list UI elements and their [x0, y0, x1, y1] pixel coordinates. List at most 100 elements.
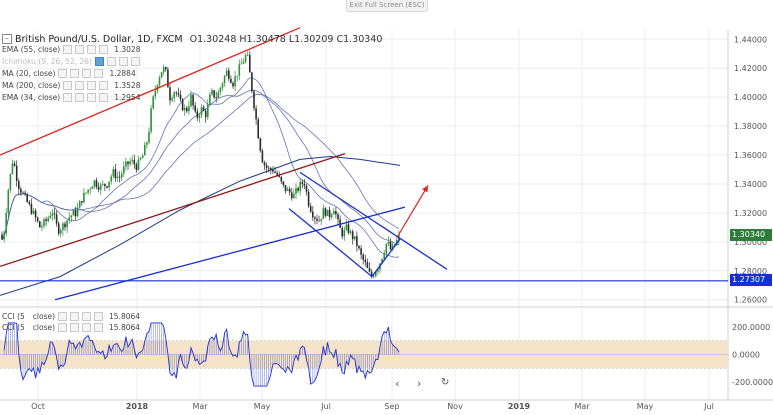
candle-body [43, 219, 45, 227]
more-icon[interactable] [94, 69, 104, 78]
eye-icon[interactable] [58, 323, 68, 332]
indicator-ma20[interactable]: MA (20, close) 1.2884 [2, 68, 136, 79]
x-tick-label: Sep [384, 402, 399, 411]
candle-body [326, 209, 329, 216]
candle-body [242, 61, 245, 64]
candle-body [387, 241, 390, 244]
close-icon[interactable] [82, 69, 92, 78]
candle-body [335, 211, 337, 215]
indicator-ema34[interactable]: EMA (34, close) 1.2954 [2, 92, 140, 103]
settings-icon[interactable] [75, 93, 85, 102]
candle-body [131, 159, 133, 162]
indicator-ema55[interactable]: EMA (55, close) 1.3028 [2, 44, 140, 55]
chevron-left-icon[interactable]: ‹ [395, 377, 400, 390]
candle-body [1, 234, 3, 240]
level-price-tag: 1.27307 [730, 274, 772, 286]
candle-body [175, 92, 178, 94]
more-icon[interactable] [130, 57, 140, 66]
channel-lower-red [0, 152, 346, 268]
collapse-icon[interactable]: – [2, 34, 12, 44]
candle-body [22, 192, 24, 194]
candle-body [362, 254, 364, 260]
close-icon[interactable] [118, 57, 128, 66]
indicator-ichimoku[interactable]: Ichimoku (9, 26, 52, 26) [2, 56, 140, 67]
cci-tick-label: 0.0000 [732, 351, 760, 360]
eye-icon[interactable] [63, 45, 73, 54]
indicator-cci-2[interactable]: CCI (5 close) 15.8064 [2, 322, 140, 333]
candle-body [108, 181, 110, 188]
candle-body [251, 72, 253, 92]
close-icon[interactable] [87, 81, 97, 90]
settings-icon[interactable] [106, 57, 116, 66]
settings-icon[interactable] [70, 323, 80, 332]
candle-body [62, 223, 64, 231]
candle-body [102, 183, 104, 185]
reset-icon[interactable]: ↻ [441, 377, 450, 388]
indicator-label-2: close) [32, 312, 56, 321]
x-tick-label: Jul [320, 402, 331, 411]
candle-body [74, 210, 77, 217]
settings-icon[interactable] [70, 312, 80, 321]
candle-body [112, 169, 115, 177]
close-icon[interactable] [82, 323, 92, 332]
more-icon[interactable] [94, 323, 104, 332]
y-tick-label: 1.34000 [734, 180, 767, 189]
eye-icon[interactable] [63, 81, 73, 90]
eye-icon[interactable] [58, 69, 68, 78]
candle-body [219, 87, 222, 93]
candle-body [78, 201, 81, 208]
candle-body [114, 169, 117, 179]
close-icon[interactable] [87, 93, 97, 102]
indicator-label: CCI (5 [2, 312, 25, 321]
candle-body [32, 210, 35, 214]
candle-body [171, 98, 173, 101]
candle-body [343, 230, 346, 237]
exit-fullscreen-button[interactable]: Exit Full Screen (ESC) [346, 0, 428, 12]
candle-body [389, 241, 392, 250]
candle-body [307, 191, 310, 206]
candle-body [230, 78, 232, 83]
candle-body [41, 226, 43, 228]
eye-icon[interactable] [63, 93, 73, 102]
indicator-ma200[interactable]: MA (200, close) 1.3528 [2, 80, 141, 91]
settings-icon[interactable] [70, 69, 80, 78]
candle-body [97, 186, 100, 190]
more-icon[interactable] [99, 45, 109, 54]
cci-tick-label: -200.0000 [732, 378, 773, 387]
candle-body [11, 163, 14, 174]
settings-icon[interactable] [75, 81, 85, 90]
eye-icon[interactable] [58, 312, 68, 321]
indicator-label: MA (200, close) [2, 81, 61, 90]
moving-average-line [1, 93, 400, 240]
x-tick-label: 2019 [508, 402, 531, 411]
candle-body [259, 138, 262, 151]
y-tick-label: 1.32000 [734, 209, 767, 218]
candle-body [364, 259, 367, 263]
candle-body [7, 189, 10, 214]
more-icon[interactable] [99, 81, 109, 90]
more-icon[interactable] [94, 312, 104, 321]
candle-body [225, 70, 228, 77]
projection-arrow [396, 185, 429, 238]
candle-body [85, 192, 87, 194]
candle-body [139, 158, 142, 160]
close-icon[interactable] [87, 45, 97, 54]
eye-icon[interactable] [94, 57, 104, 66]
more-icon[interactable] [99, 93, 109, 102]
indicator-value: 1.3528 [114, 81, 141, 90]
settings-icon[interactable] [75, 45, 85, 54]
chevron-right-icon[interactable]: › [417, 377, 422, 390]
candle-body [39, 221, 41, 228]
candle-body [278, 175, 280, 177]
candle-body [83, 192, 85, 203]
candle-body [179, 94, 182, 100]
candle-body [125, 161, 127, 167]
indicator-cci-1[interactable]: CCI (5 close) 15.8064 [2, 311, 140, 322]
candle-body [162, 67, 165, 73]
candle-body [297, 188, 299, 191]
candle-body [255, 108, 257, 120]
symbol-title[interactable]: British Pound/U.S. Dollar, 1D, FXCM [15, 33, 183, 45]
close-icon[interactable] [82, 312, 92, 321]
candle-body [45, 219, 47, 222]
